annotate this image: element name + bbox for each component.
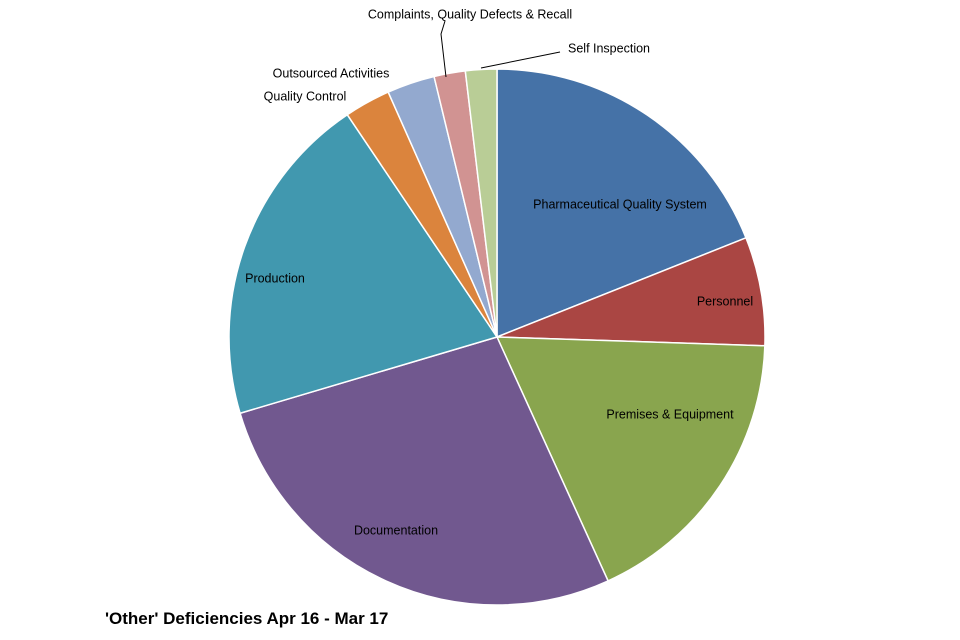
slice-label-self-inspection: Self Inspection <box>568 41 650 55</box>
pie-slice-documentation <box>239 336 610 606</box>
pie-slice-pharmaceutical-quality-system <box>496 68 747 339</box>
slice-label-outsourced-activities: Outsourced Activities <box>273 66 390 80</box>
pie-slice-personnel <box>496 236 766 347</box>
pie-slice-self-inspection <box>464 68 498 338</box>
leader-line-self-inspection <box>480 51 561 69</box>
slice-label-quality-control: Quality Control <box>264 89 347 103</box>
slice-label-documentation: Documentation <box>354 523 438 537</box>
leader-line-complaints-quality-defects-and-recall <box>440 20 447 78</box>
slice-labels: Pharmaceutical Quality System Personnel Pr… <box>245 7 753 537</box>
pie-slice-production <box>228 113 499 415</box>
slice-label-premises-and-equipment: Premises & Equipment <box>606 407 734 421</box>
slice-label-complaints-quality-defects-and-recall: Complaints, Quality Defects & Recall <box>368 7 572 21</box>
slice-label-production: Production <box>245 271 305 285</box>
pie-slices <box>228 68 766 606</box>
slice-label-pharmaceutical-quality-system: Pharmaceutical Quality System <box>533 197 707 211</box>
slice-label-personnel: Personnel <box>697 294 753 308</box>
chart-title: 'Other' Deficiencies Apr 16 - Mar 17 <box>105 609 389 628</box>
pie-slice-premises-and-equipment <box>495 336 766 582</box>
label-leader-lines <box>440 20 561 78</box>
